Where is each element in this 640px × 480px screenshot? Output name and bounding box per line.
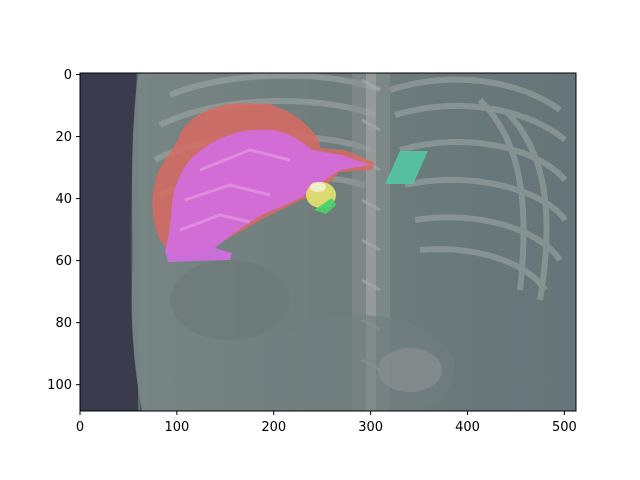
y-tick-label: 0 bbox=[64, 68, 72, 83]
air-region bbox=[80, 73, 138, 411]
ct-image bbox=[80, 73, 576, 411]
x-tick-label: 100 bbox=[164, 420, 189, 435]
bowel-shadow bbox=[170, 260, 290, 340]
lower-organ bbox=[378, 348, 442, 392]
x-tick-label: 200 bbox=[261, 420, 286, 435]
y-axis: 0 20 40 60 80 100 bbox=[47, 68, 80, 393]
x-tick-label: 0 bbox=[76, 420, 84, 435]
x-tick-label: 300 bbox=[358, 420, 383, 435]
y-tick-label: 40 bbox=[55, 192, 72, 207]
x-tick-label: 400 bbox=[455, 420, 480, 435]
green-segment bbox=[314, 198, 336, 214]
teal-segment bbox=[385, 151, 428, 184]
liver-texture bbox=[179, 148, 291, 232]
x-tick-label: 500 bbox=[552, 420, 577, 435]
axes-frame bbox=[79, 72, 577, 412]
gallbladder-core bbox=[310, 182, 326, 192]
y-tick-label: 80 bbox=[55, 316, 72, 331]
y-tick-label: 20 bbox=[55, 130, 72, 145]
y-tick-label: 100 bbox=[47, 378, 72, 393]
y-tick-label: 60 bbox=[55, 254, 72, 269]
x-axis: 0 100 200 300 400 500 bbox=[76, 411, 577, 435]
